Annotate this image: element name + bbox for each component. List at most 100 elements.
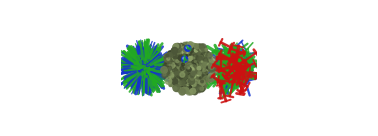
Circle shape: [200, 47, 203, 51]
Circle shape: [189, 70, 190, 71]
Circle shape: [198, 57, 200, 59]
Circle shape: [183, 51, 188, 56]
Circle shape: [198, 56, 201, 60]
Circle shape: [187, 68, 189, 69]
Circle shape: [200, 48, 201, 50]
Circle shape: [183, 48, 184, 50]
Circle shape: [192, 65, 198, 71]
Circle shape: [190, 90, 192, 92]
Circle shape: [165, 54, 170, 59]
Circle shape: [191, 65, 194, 68]
Circle shape: [195, 61, 198, 64]
Circle shape: [189, 52, 193, 57]
Circle shape: [192, 83, 196, 87]
Circle shape: [186, 67, 189, 69]
Circle shape: [180, 49, 184, 52]
Circle shape: [198, 71, 200, 73]
Circle shape: [169, 73, 170, 75]
Circle shape: [196, 84, 198, 86]
Circle shape: [187, 67, 190, 69]
Circle shape: [190, 66, 192, 67]
Circle shape: [196, 45, 198, 47]
Circle shape: [205, 53, 207, 55]
Circle shape: [192, 81, 197, 86]
Circle shape: [193, 80, 199, 86]
Circle shape: [194, 48, 198, 53]
Circle shape: [199, 62, 204, 67]
Circle shape: [182, 67, 185, 71]
Circle shape: [200, 56, 203, 59]
Circle shape: [183, 79, 189, 84]
Circle shape: [211, 71, 214, 74]
Circle shape: [187, 66, 189, 69]
Circle shape: [205, 77, 208, 81]
Circle shape: [194, 78, 196, 80]
Circle shape: [180, 62, 184, 67]
Circle shape: [167, 72, 172, 77]
Circle shape: [182, 58, 187, 64]
Circle shape: [186, 56, 188, 58]
Circle shape: [172, 78, 175, 81]
Circle shape: [191, 74, 196, 78]
Circle shape: [167, 70, 169, 72]
Circle shape: [195, 73, 198, 75]
Circle shape: [169, 56, 170, 57]
Circle shape: [184, 74, 190, 79]
Circle shape: [182, 62, 184, 64]
Circle shape: [189, 75, 191, 77]
Circle shape: [187, 67, 191, 71]
Circle shape: [203, 59, 205, 61]
Circle shape: [177, 54, 181, 58]
Circle shape: [178, 54, 184, 60]
Circle shape: [173, 85, 180, 92]
Circle shape: [201, 65, 204, 67]
Circle shape: [187, 68, 191, 72]
Circle shape: [180, 62, 183, 65]
Circle shape: [192, 51, 194, 52]
Circle shape: [188, 63, 192, 67]
Circle shape: [188, 67, 193, 72]
Circle shape: [183, 74, 188, 79]
Circle shape: [193, 57, 195, 59]
Circle shape: [198, 69, 204, 75]
Circle shape: [170, 77, 172, 79]
Circle shape: [206, 55, 211, 60]
Circle shape: [201, 84, 205, 88]
Circle shape: [184, 63, 186, 65]
Circle shape: [201, 51, 204, 55]
Circle shape: [183, 69, 186, 72]
Circle shape: [194, 76, 196, 78]
Circle shape: [204, 65, 207, 68]
Circle shape: [188, 67, 191, 70]
Circle shape: [198, 44, 203, 49]
Circle shape: [196, 61, 201, 66]
Circle shape: [178, 64, 184, 70]
Circle shape: [184, 67, 189, 71]
Circle shape: [181, 75, 185, 79]
Circle shape: [200, 65, 204, 70]
Circle shape: [189, 69, 191, 70]
Circle shape: [200, 86, 204, 90]
Circle shape: [174, 69, 179, 73]
Circle shape: [210, 74, 213, 77]
Circle shape: [193, 67, 196, 70]
Circle shape: [184, 65, 187, 68]
Circle shape: [200, 71, 206, 77]
Circle shape: [187, 67, 191, 71]
Circle shape: [203, 66, 204, 68]
Circle shape: [190, 74, 194, 78]
Circle shape: [187, 69, 192, 74]
Circle shape: [186, 88, 188, 90]
Circle shape: [207, 54, 211, 57]
Circle shape: [187, 42, 194, 48]
Circle shape: [190, 67, 194, 72]
Circle shape: [189, 78, 194, 84]
Circle shape: [192, 73, 197, 78]
Circle shape: [175, 43, 181, 49]
Circle shape: [181, 50, 184, 52]
Circle shape: [177, 63, 180, 66]
Circle shape: [193, 81, 199, 86]
Circle shape: [176, 54, 179, 57]
Circle shape: [187, 66, 193, 72]
Circle shape: [186, 65, 192, 70]
